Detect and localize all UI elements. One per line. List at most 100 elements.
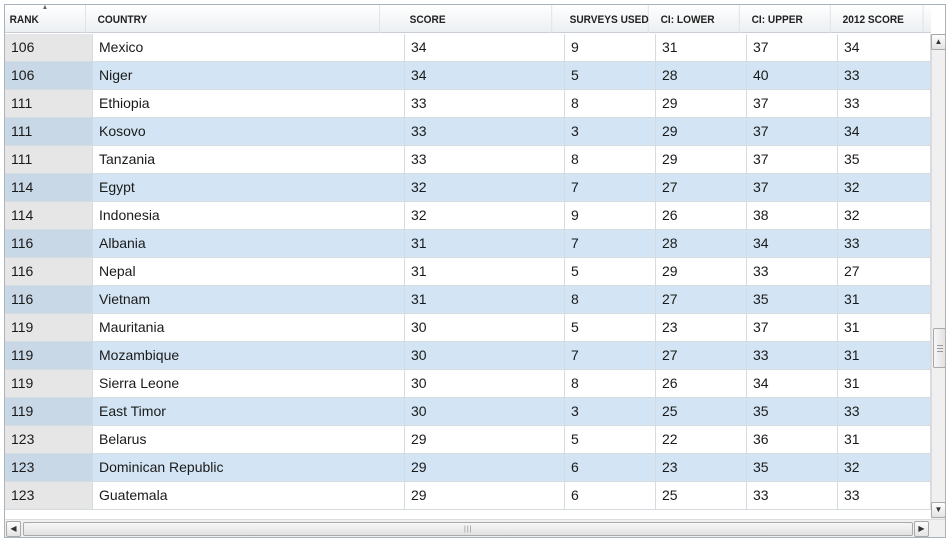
table-row[interactable]: 119 East Timor 30 3 25 35 33 bbox=[5, 398, 931, 426]
column-header-label: SCORE bbox=[409, 14, 446, 26]
table-row[interactable]: 116 Vietnam 31 8 27 35 31 bbox=[5, 286, 931, 314]
rank-cell-background bbox=[5, 118, 93, 145]
column-header-label: COUNTRY bbox=[97, 14, 148, 26]
table-row[interactable]: 106 Niger 34 5 28 40 33 bbox=[5, 62, 931, 90]
cell-score-2012: 31 bbox=[838, 370, 931, 397]
cell-surveys: 6 bbox=[565, 454, 656, 481]
cell-ci-upper: 38 bbox=[747, 202, 838, 229]
cell-ci-upper: 37 bbox=[747, 314, 838, 341]
cell-rank: 111 bbox=[5, 146, 93, 173]
horizontal-scrollbar[interactable]: ◀ ||| ▶ bbox=[5, 519, 945, 537]
rank-cell-background bbox=[5, 258, 93, 285]
cell-score-2012: 32 bbox=[838, 174, 931, 201]
cell-surveys: 5 bbox=[565, 62, 656, 89]
cell-ci-lower: 26 bbox=[656, 370, 747, 397]
cell-rank: 111 bbox=[5, 90, 93, 117]
cell-surveys: 6 bbox=[565, 482, 656, 509]
cell-country: Sierra Leone bbox=[93, 370, 405, 397]
cell-country: Dominican Republic bbox=[93, 454, 405, 481]
cell-surveys: 8 bbox=[565, 146, 656, 173]
cell-score: 30 bbox=[405, 314, 565, 341]
cell-country: Indonesia bbox=[93, 202, 405, 229]
cell-score: 34 bbox=[405, 34, 565, 61]
table-body: 106 Mexico 34 9 31 37 34 106 Niger 34 5 28 40 33 111 Et… bbox=[5, 34, 931, 519]
arrow-up-icon[interactable]: ▲ bbox=[931, 34, 945, 50]
vertical-scroll-thumb[interactable] bbox=[933, 328, 945, 368]
cell-score: 29 bbox=[405, 426, 565, 453]
cell-rank: 114 bbox=[5, 202, 93, 229]
cell-score: 31 bbox=[405, 286, 565, 313]
cell-country: Tanzania bbox=[93, 146, 405, 173]
cell-score: 29 bbox=[405, 454, 565, 481]
cell-ci-upper: 37 bbox=[747, 90, 838, 117]
cell-score: 30 bbox=[405, 398, 565, 425]
cell-ci-upper: 37 bbox=[747, 146, 838, 173]
column-header-ci-lower[interactable]: CI: LOWER bbox=[656, 5, 740, 33]
arrow-left-icon[interactable]: ◀ bbox=[6, 521, 21, 537]
grip-line bbox=[937, 348, 943, 349]
table-row[interactable]: 119 Mozambique 30 7 27 33 31 bbox=[5, 342, 931, 370]
table-row[interactable]: 123 Belarus 29 5 22 36 31 bbox=[5, 426, 931, 454]
table-row[interactable]: 114 Indonesia 32 9 26 38 32 bbox=[5, 202, 931, 230]
column-header-label: 2012 SCORE bbox=[842, 14, 904, 26]
cell-surveys: 8 bbox=[565, 286, 656, 313]
table-row[interactable]: 119 Mauritania 30 5 23 37 31 bbox=[5, 314, 931, 342]
cell-rank: 119 bbox=[5, 398, 93, 425]
cell-ci-upper: 33 bbox=[747, 482, 838, 509]
cell-surveys: 5 bbox=[565, 314, 656, 341]
horizontal-scroll-thumb[interactable]: ||| bbox=[23, 522, 913, 536]
cell-score-2012: 33 bbox=[838, 90, 931, 117]
rank-cell-background bbox=[5, 286, 93, 313]
rank-cell-background bbox=[5, 174, 93, 201]
cell-rank: 106 bbox=[5, 34, 93, 61]
cell-rank: 111 bbox=[5, 118, 93, 145]
column-header-country[interactable]: COUNTRY bbox=[93, 5, 381, 33]
cell-country: Belarus bbox=[93, 426, 405, 453]
rank-cell-background bbox=[5, 90, 93, 117]
table-row[interactable]: 111 Ethiopia 33 8 29 37 33 bbox=[5, 90, 931, 118]
table-row[interactable]: 111 Kosovo 33 3 29 37 34 bbox=[5, 118, 931, 146]
rank-cell-background bbox=[5, 34, 93, 61]
table-row[interactable]: 106 Mexico 34 9 31 37 34 bbox=[5, 34, 931, 62]
column-header-ci-upper[interactable]: CI: UPPER bbox=[747, 5, 831, 33]
cell-ci-upper: 33 bbox=[747, 258, 838, 285]
cell-score-2012: 32 bbox=[838, 454, 931, 481]
cell-ci-upper: 36 bbox=[747, 426, 838, 453]
table-row[interactable]: 114 Egypt 32 7 27 37 32 bbox=[5, 174, 931, 202]
cell-rank: 119 bbox=[5, 370, 93, 397]
column-header-score-2012[interactable]: 2012 SCORE bbox=[838, 5, 924, 33]
column-header-surveys[interactable]: SURVEYS USED bbox=[565, 5, 649, 33]
cell-ci-upper: 34 bbox=[747, 230, 838, 257]
cell-country: Ethiopia bbox=[93, 90, 405, 117]
rank-cell-background bbox=[5, 62, 93, 89]
cell-score: 30 bbox=[405, 342, 565, 369]
rank-cell-background bbox=[5, 370, 93, 397]
cell-score-2012: 33 bbox=[838, 62, 931, 89]
column-header-label: SURVEYS USED bbox=[569, 14, 649, 26]
cell-score-2012: 31 bbox=[838, 342, 931, 369]
cell-score: 33 bbox=[405, 90, 565, 117]
column-header-score[interactable]: SCORE bbox=[405, 5, 553, 33]
table-row[interactable]: 111 Tanzania 33 8 29 37 35 bbox=[5, 146, 931, 174]
cell-ci-lower: 28 bbox=[656, 230, 747, 257]
vertical-scrollbar[interactable]: ▲ ▼ bbox=[931, 34, 945, 519]
cell-score-2012: 33 bbox=[838, 398, 931, 425]
table-row[interactable]: 116 Nepal 31 5 29 33 27 bbox=[5, 258, 931, 286]
cell-country: Nepal bbox=[93, 258, 405, 285]
data-grid: RANK ▲ COUNTRY SCORE SURVEYS USED CI: LOWER CI… bbox=[4, 4, 946, 538]
cell-ci-lower: 29 bbox=[656, 146, 747, 173]
column-header-rank[interactable]: RANK ▲ bbox=[5, 5, 86, 33]
cell-score: 31 bbox=[405, 258, 565, 285]
cell-country: Kosovo bbox=[93, 118, 405, 145]
table-row[interactable]: 123 Dominican Republic 29 6 23 35 32 bbox=[5, 454, 931, 482]
rank-cell-background bbox=[5, 146, 93, 173]
cell-surveys: 5 bbox=[565, 426, 656, 453]
table-row[interactable]: 116 Albania 31 7 28 34 33 bbox=[5, 230, 931, 258]
table-row[interactable]: 119 Sierra Leone 30 8 26 34 31 bbox=[5, 370, 931, 398]
column-header-label: CI: LOWER bbox=[660, 14, 715, 26]
table-row[interactable]: 123 Guatemala 29 6 25 33 33 bbox=[5, 482, 931, 510]
arrow-right-icon[interactable]: ▶ bbox=[914, 521, 929, 537]
cell-rank: 119 bbox=[5, 314, 93, 341]
cell-country: Albania bbox=[93, 230, 405, 257]
arrow-down-icon[interactable]: ▼ bbox=[931, 502, 945, 518]
